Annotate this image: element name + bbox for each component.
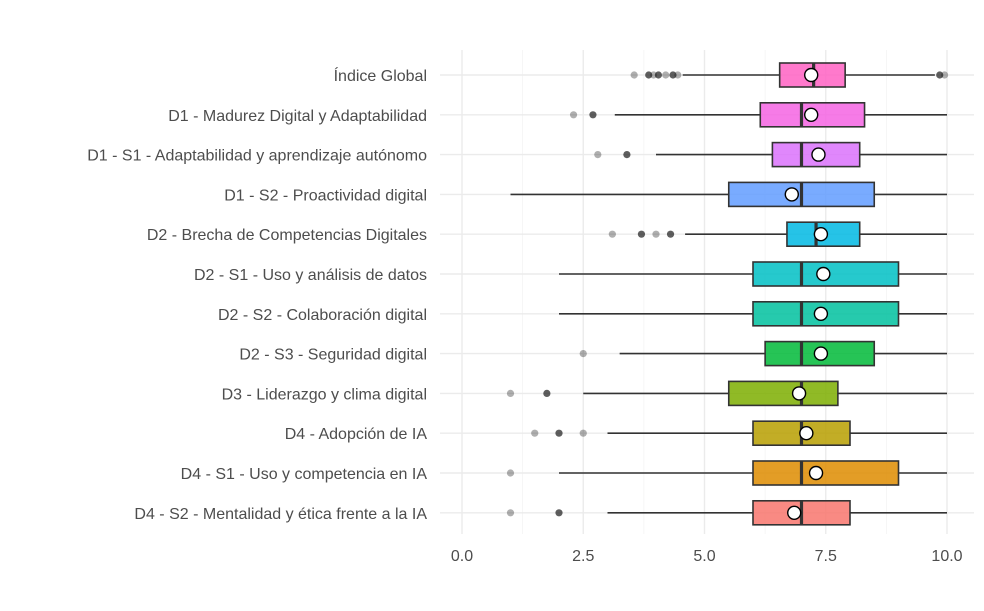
outlier-point <box>506 389 515 397</box>
category-label: D4 - Adopción de IA <box>285 426 428 443</box>
box-group <box>506 499 947 526</box>
category-label: D1 - Madurez Digital y Adaptabilidad <box>168 108 427 125</box>
box-group <box>506 460 947 486</box>
category-label: D2 - S1 - Uso y análisis de datos <box>194 267 427 284</box>
outlier-point <box>569 111 578 119</box>
outlier-point <box>506 469 515 477</box>
box <box>752 261 900 287</box>
outlier-point <box>531 429 539 437</box>
plot-area <box>506 62 949 526</box>
outlier-point <box>669 71 677 79</box>
outlier-point <box>940 71 949 79</box>
category-label: D2 - Brecha de Competencias Digitales <box>147 227 427 244</box>
category-label: Índice Global <box>334 66 427 85</box>
mean-point <box>804 107 819 123</box>
mean-point <box>791 386 807 401</box>
outlier-point <box>674 71 682 79</box>
outlier-point <box>662 71 670 79</box>
outlier-point <box>594 151 602 159</box>
box-group <box>630 62 949 88</box>
outlier-point <box>579 429 587 437</box>
x-tick-label: 0.0 <box>451 548 473 565</box>
category-labels: Índice Global D1 - Madurez Digital y Adap… <box>87 66 427 523</box>
outlier-point <box>555 429 563 437</box>
outlier-point <box>645 71 653 79</box>
mean-point <box>813 306 829 321</box>
category-label: D1 - S2 - Proactividad digital <box>224 187 427 204</box>
x-tick-label: 10.0 <box>931 548 962 565</box>
outlier-point <box>579 350 587 358</box>
outlier-point <box>543 389 551 397</box>
outlier-point <box>654 71 663 79</box>
outlier-point <box>637 230 646 238</box>
mean-point <box>804 67 819 83</box>
x-tick-label: 2.5 <box>572 548 594 565</box>
outlier-point <box>652 230 660 238</box>
box-group <box>559 300 947 327</box>
mean-point <box>813 226 829 242</box>
mean-point <box>787 505 802 520</box>
box <box>727 380 839 407</box>
outlier-point <box>506 509 515 517</box>
outlier-point <box>623 151 631 159</box>
outlier-point <box>555 509 563 517</box>
category-label: D2 - S3 - Seguridad digital <box>239 347 427 364</box>
box-group <box>506 380 947 407</box>
box-group <box>559 261 947 287</box>
box-group <box>569 102 947 128</box>
outlier-point <box>589 111 597 119</box>
box-group <box>510 181 947 208</box>
mean-point <box>811 147 826 162</box>
x-tick-label: 5.0 <box>693 548 715 565</box>
mean-point <box>799 426 814 441</box>
mean-point <box>813 346 829 361</box>
category-label: D3 - Liderazgo y clima digital <box>222 386 427 403</box>
category-label: D1 - S1 - Adaptabilidad y aprendizaje au… <box>87 148 427 165</box>
category-label: D4 - S2 - Mentalidad y ética frente a la… <box>134 506 427 523</box>
outlier-point <box>630 71 638 79</box>
box <box>752 460 900 486</box>
category-label: D2 - S2 - Colaboración digital <box>218 307 427 324</box>
box-group <box>579 340 947 367</box>
outlier-point <box>666 230 675 238</box>
mean-point <box>784 187 799 202</box>
box-group <box>594 141 947 168</box>
outlier-point <box>608 230 616 238</box>
box-group <box>608 221 947 247</box>
category-label: D4 - S1 - Uso y competencia en IA <box>181 466 428 483</box>
outlier-point <box>936 71 944 79</box>
box <box>759 102 866 128</box>
x-axis: 0.0 2.5 5.0 7.5 10.0 <box>451 548 963 565</box>
mean-point <box>808 465 824 481</box>
box-group <box>531 420 947 447</box>
mean-point <box>816 266 831 282</box>
x-tick-label: 7.5 <box>815 548 837 565</box>
